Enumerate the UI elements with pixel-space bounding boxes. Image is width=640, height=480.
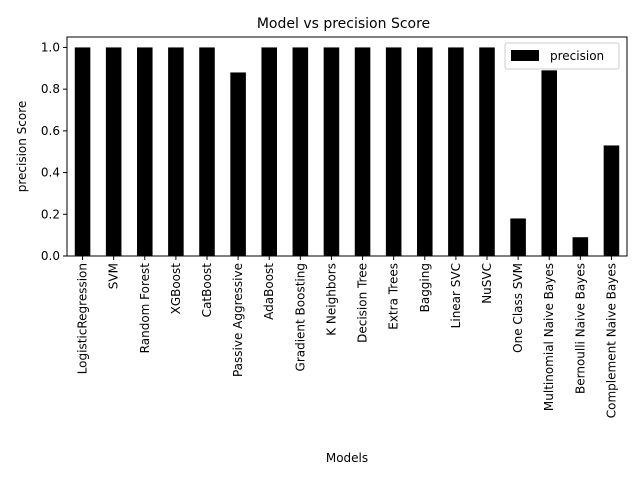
bar — [448, 47, 464, 256]
bars — [74, 47, 620, 256]
x-tick-label: Extra Trees — [387, 263, 401, 330]
x-tick-label: Gradient Boosting — [293, 263, 307, 371]
bar — [230, 72, 246, 256]
y-axis-label: precision Score — [15, 101, 29, 193]
x-axis: LogisticRegression SVM Random Forest XGBoos… — [76, 256, 618, 418]
bar — [417, 47, 433, 256]
y-tick-label: 0.8 — [41, 82, 60, 96]
x-tick-label: NuSVC — [480, 263, 494, 304]
y-tick-label: 0.2 — [41, 207, 60, 221]
bar — [199, 47, 215, 256]
y-tick-label: 0.6 — [41, 124, 60, 138]
bar — [572, 237, 589, 256]
plot-frame — [66, 36, 628, 257]
x-tick-label: Passive Aggressive — [231, 263, 245, 377]
y-tick-label: 0.4 — [41, 166, 60, 180]
bar — [292, 47, 309, 256]
x-tick-label: One Class SVM — [511, 263, 525, 353]
x-tick-label: Bernoulli Naive Bayes — [573, 263, 587, 394]
bar — [105, 47, 122, 256]
x-tick-label: CatBoost — [200, 263, 214, 318]
x-tick-label: K Neighbors — [324, 263, 338, 336]
bar — [354, 47, 371, 256]
x-tick-label: AdaBoost — [262, 263, 276, 320]
bar — [385, 47, 402, 256]
y-tick-label: 1.0 — [41, 40, 60, 54]
x-tick-label: Decision Tree — [356, 263, 370, 343]
bar — [510, 218, 526, 256]
bar — [603, 145, 620, 256]
y-axis: 0.0 0.2 0.4 0.6 0.8 1.0 — [41, 40, 67, 263]
x-tick-label: Random Forest — [138, 263, 152, 354]
bar — [168, 47, 184, 256]
bar — [74, 47, 91, 256]
bar — [541, 70, 557, 256]
x-tick-label: Complement Naive Bayes — [604, 263, 618, 418]
legend-box — [504, 42, 620, 70]
x-axis-label: Models — [326, 451, 368, 465]
x-tick-label: Bagging — [418, 263, 432, 312]
bar — [137, 47, 153, 256]
bar — [479, 47, 495, 256]
legend: precision — [504, 42, 620, 70]
bar — [261, 47, 277, 256]
chart-title: Model vs precision Score — [257, 16, 430, 32]
x-tick-label: Multinomial Naive Bayes — [542, 263, 556, 411]
x-tick-label: XGBoost — [169, 263, 183, 315]
x-tick-label: LogisticRegression — [76, 263, 90, 374]
bar — [323, 47, 340, 256]
y-tick-label: 0.0 — [41, 249, 60, 263]
x-tick-label: Linear SVC — [449, 263, 463, 328]
legend-swatch — [511, 50, 539, 61]
x-tick-label: SVM — [107, 263, 121, 289]
legend-label: precision — [550, 49, 604, 63]
